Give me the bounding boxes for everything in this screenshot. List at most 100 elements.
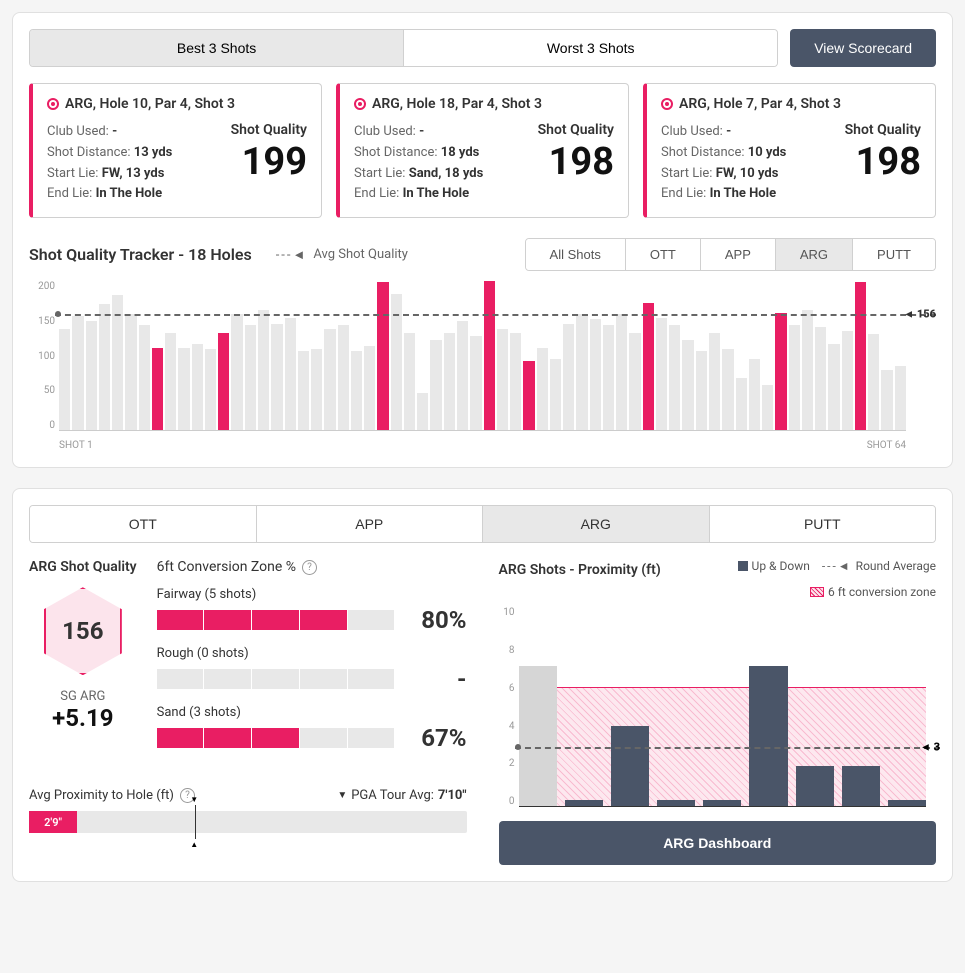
tracker-bar <box>457 321 468 430</box>
prox-y-axis: 1086420 <box>499 607 515 807</box>
prox-bars <box>519 607 927 807</box>
filter-tab-ott[interactable]: OTT <box>626 239 701 270</box>
detail-tab-ott[interactable]: OTT <box>30 506 257 542</box>
target-icon <box>47 98 59 110</box>
tracker-bar <box>417 393 428 431</box>
prox-title: Avg Proximity to Hole (ft) <box>29 788 174 803</box>
prox-pga-marker <box>195 805 196 839</box>
detail-tabs: OTTAPPARGPUTT <box>29 505 936 543</box>
filter-tab-all-shots[interactable]: All Shots <box>526 239 626 270</box>
zone-row: Fairway (5 shots) 80% <box>157 587 467 634</box>
conversion-zones: 6ft Conversion Zone % ? Fairway (5 shots… <box>157 559 467 764</box>
tracker-bar <box>802 310 813 430</box>
shot-card: ARG, Hole 7, Par 4, Shot 3 Club Used: - … <box>643 83 936 218</box>
zone-pct: 80% <box>407 606 467 634</box>
arg-dashboard-button[interactable]: ARG Dashboard <box>499 821 937 865</box>
zone-bar <box>157 669 395 689</box>
sq-title: ARG Shot Quality <box>29 559 137 575</box>
tracker-bar <box>842 331 853 430</box>
shot-title: ARG, Hole 10, Par 4, Shot 3 <box>65 96 235 112</box>
tracker-bar <box>762 385 773 430</box>
prox-avg-line <box>515 747 941 749</box>
tracker-bar <box>152 348 163 431</box>
tracker-bar <box>550 359 561 430</box>
prox-bar-item <box>888 800 926 806</box>
tracker-bar <box>895 366 906 430</box>
tracker-bar <box>470 336 481 430</box>
shot-title: ARG, Hole 7, Par 4, Shot 3 <box>679 96 841 112</box>
shot-card: ARG, Hole 18, Par 4, Shot 3 Club Used: -… <box>336 83 629 218</box>
avg-label: ◄ 156 <box>903 308 936 321</box>
sq-value: 198 <box>538 142 614 184</box>
tracker-bar <box>285 318 296 431</box>
tracker-filter-tabs: All ShotsOTTAPPARGPUTT <box>525 238 936 271</box>
filter-tab-putt[interactable]: PUTT <box>853 239 935 270</box>
detail-card: OTTAPPARGPUTT ARG Shot Quality 156 SG AR… <box>12 488 953 882</box>
proximity-chart: 1086420 ◄ 3 <box>519 607 927 807</box>
tracker-bar <box>696 351 707 430</box>
sg-label: SG ARG <box>29 689 137 704</box>
proximity-section: Avg Proximity to Hole (ft) ? ▼ PGA Tour … <box>29 788 467 833</box>
right-column: ARG Shots - Proximity (ft) Up & Down ---… <box>499 559 937 865</box>
zone-bar <box>157 610 395 630</box>
detail-tab-app[interactable]: APP <box>257 506 484 542</box>
zone-bar <box>157 728 395 748</box>
detail-tab-putt[interactable]: PUTT <box>710 506 936 542</box>
prox-fill: 2'9" <box>29 811 77 833</box>
tracker-bar <box>603 325 614 430</box>
tracker-bar <box>736 378 747 431</box>
tracker-bar <box>881 370 892 430</box>
shot-stats: Club Used: - Shot Distance: 18 yds Start… <box>354 122 483 205</box>
shot-stats: Club Used: - Shot Distance: 10 yds Start… <box>661 122 786 205</box>
filter-tab-app[interactable]: APP <box>701 239 776 270</box>
detail-content: ARG Shot Quality 156 SG ARG +5.19 6ft Co… <box>29 559 936 865</box>
tracker-bar <box>497 329 508 430</box>
shots-card: Best 3 Shots Worst 3 Shots View Scorecar… <box>12 12 953 468</box>
tracker-bar <box>656 318 667 431</box>
target-icon <box>354 98 366 110</box>
avg-line <box>55 314 936 316</box>
tab-worst-shots[interactable]: Worst 3 Shots <box>404 30 777 66</box>
tab-best-shots[interactable]: Best 3 Shots <box>30 30 404 66</box>
tracker-bar <box>298 351 309 430</box>
tracker-bar <box>775 313 786 430</box>
x-last: SHOT 64 <box>867 440 906 451</box>
shot-cards-row: ARG, Hole 10, Par 4, Shot 3 Club Used: -… <box>29 83 936 218</box>
view-scorecard-button[interactable]: View Scorecard <box>790 29 936 67</box>
prox-bar-item <box>796 766 834 806</box>
tracker-bar <box>616 314 627 430</box>
tracker-bar <box>404 333 415 431</box>
filter-tab-arg[interactable]: ARG <box>776 239 853 270</box>
tracker-bar <box>139 325 150 430</box>
tracker-bar <box>338 325 349 430</box>
shot-stats: Club Used: - Shot Distance: 13 yds Start… <box>47 122 172 205</box>
tracker-chart: 200150100500 SHOT 1 SHOT 64 ◄ 156 <box>59 281 906 451</box>
prox-bar-item <box>657 800 695 806</box>
tracker-bar <box>444 333 455 431</box>
sq-hexagon: 156 <box>44 587 122 675</box>
zone-row: Rough (0 shots) - <box>157 646 467 693</box>
proximity-bar: 2'9" <box>29 811 467 833</box>
tracker-avg-legend: ---◄ Avg Shot Quality <box>276 247 408 263</box>
prox-bar-item <box>519 666 557 806</box>
tracker-bar <box>324 329 335 430</box>
tracker-bar <box>86 321 97 430</box>
detail-tab-arg[interactable]: ARG <box>483 506 710 542</box>
tracker-bar <box>99 304 110 430</box>
tracker-bar <box>218 333 229 431</box>
help-icon[interactable]: ? <box>302 560 317 575</box>
tracker-bar <box>59 329 70 430</box>
left-column: ARG Shot Quality 156 SG ARG +5.19 6ft Co… <box>29 559 467 865</box>
tracker-bar <box>709 333 720 431</box>
zone-label: Sand (3 shots) <box>157 705 467 720</box>
tracker-y-axis: 200150100500 <box>31 281 55 431</box>
tracker-bar <box>722 349 733 430</box>
tracker-bar <box>629 333 640 431</box>
tracker-bar <box>258 310 269 430</box>
legend-roundavg: ---◄Round Average <box>822 559 936 573</box>
sq-value: 199 <box>231 142 307 184</box>
tracker-bar <box>231 314 242 430</box>
tracker-bar <box>205 349 216 430</box>
prox-bar-item <box>842 766 880 806</box>
tracker-bar <box>510 333 521 431</box>
